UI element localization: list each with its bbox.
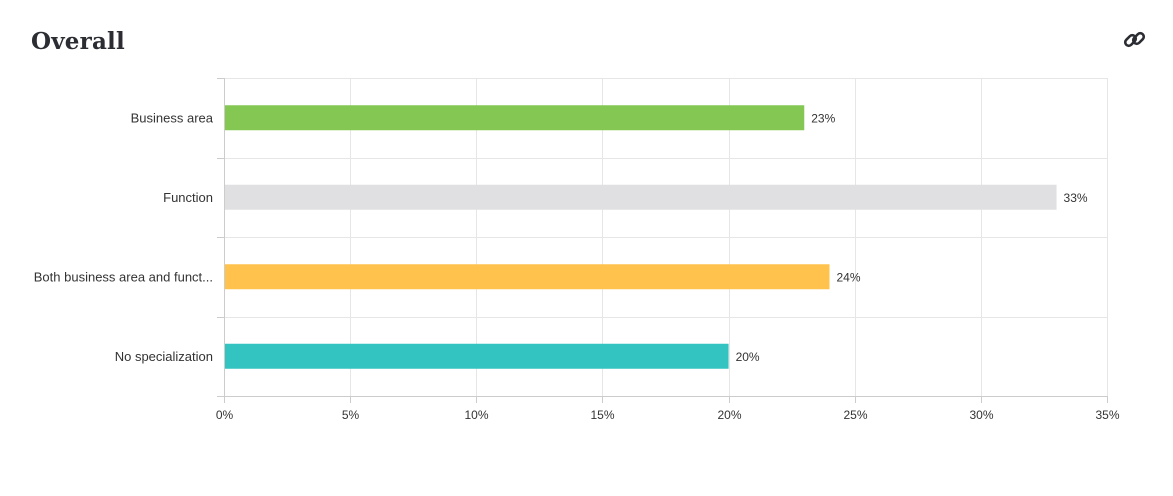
- bar: [225, 105, 805, 131]
- x-tick-label: 35%: [1095, 408, 1119, 422]
- data-label: 24%: [836, 270, 860, 284]
- bar: [225, 184, 1057, 210]
- bar: [225, 264, 830, 290]
- data-label: 20%: [736, 350, 760, 364]
- x-tick-label: 15%: [590, 408, 614, 422]
- category-label: Both business area and funct...: [34, 269, 213, 284]
- x-tick-label: 25%: [843, 408, 867, 422]
- x-tick-label: 30%: [969, 408, 993, 422]
- category-label: Business area: [131, 110, 214, 125]
- x-tick-label: 10%: [464, 408, 488, 422]
- bar: [225, 343, 729, 369]
- x-tick-label: 0%: [216, 408, 234, 422]
- data-label: 23%: [811, 111, 835, 125]
- x-tick-label: 20%: [717, 408, 741, 422]
- category-label: Function: [163, 190, 213, 205]
- link-icon: [1123, 31, 1146, 48]
- data-label: 33%: [1064, 191, 1088, 205]
- category-label: No specialization: [115, 349, 213, 364]
- x-tick-label: 5%: [342, 408, 360, 422]
- page-title: Overall: [31, 28, 125, 55]
- copy-link-button[interactable]: [1122, 27, 1148, 53]
